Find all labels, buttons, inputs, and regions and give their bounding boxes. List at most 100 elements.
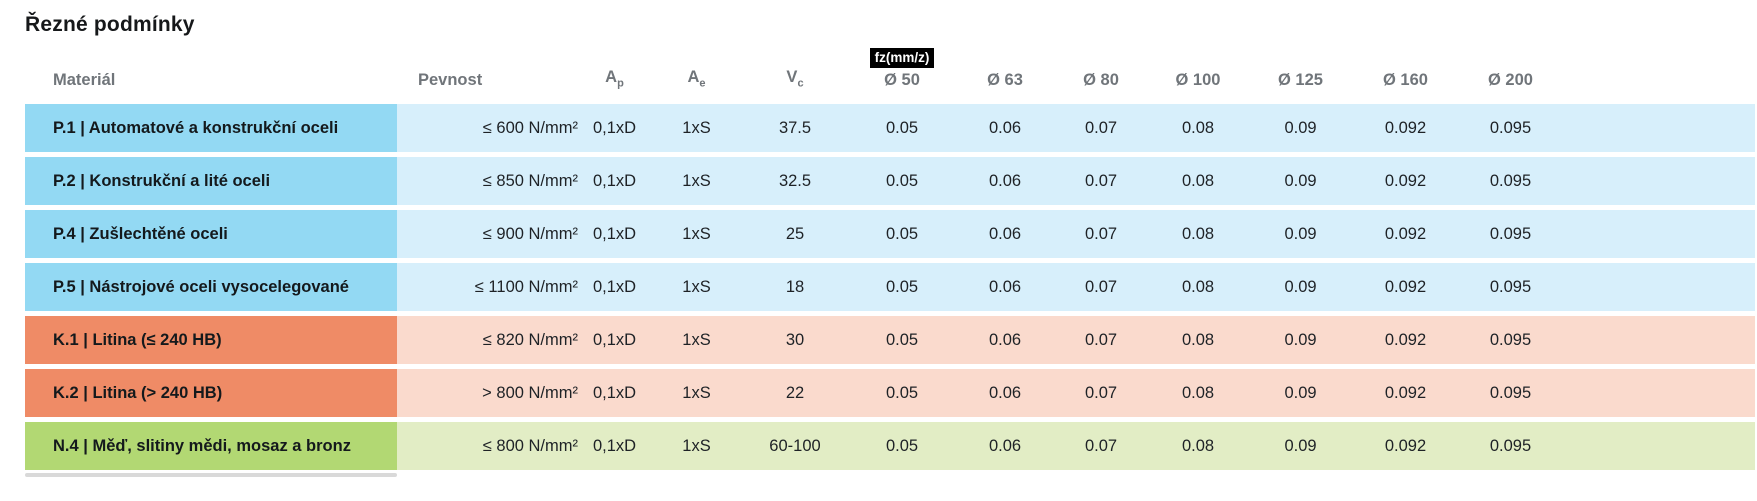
vc-subscript: c [797, 77, 804, 90]
fz-cell: 0.05 [848, 369, 956, 417]
fz-cell: 0.092 [1353, 210, 1458, 258]
fz-cell: 0.06 [956, 422, 1054, 470]
fz-cell: 0.095 [1458, 369, 1563, 417]
fz-cell: 0.05 [848, 104, 956, 152]
fz-cell: 0.07 [1054, 316, 1148, 364]
ap-cell: 0,1xD [578, 104, 651, 152]
ae-cell: 1xS [651, 369, 742, 417]
fz-cell: 0.08 [1148, 369, 1248, 417]
fz-cell: 0.07 [1054, 210, 1148, 258]
fz-cell: 0.08 [1148, 316, 1248, 364]
fz-cell: 0.095 [1458, 422, 1563, 470]
fz-cell: 0.092 [1353, 369, 1458, 417]
table-row: P.5 | Nástrojové oceli vysocelegované ≤ 1… [25, 263, 1755, 311]
ae-cell: 1xS [651, 422, 742, 470]
column-header-vc: Vc [742, 68, 848, 90]
ae-subscript: e [699, 77, 706, 90]
fz-cell: 0.08 [1148, 263, 1248, 311]
fz-cell: 0.092 [1353, 263, 1458, 311]
vc-cell: 18 [742, 263, 848, 311]
fz-cell: 0.08 [1148, 157, 1248, 205]
fz-cell: 0.095 [1458, 157, 1563, 205]
fz-cell: 0.07 [1054, 263, 1148, 311]
ae-cell: 1xS [651, 157, 742, 205]
fz-cell: 0.07 [1054, 157, 1148, 205]
fz-cell: 0.05 [848, 157, 956, 205]
material-cell: K.1 | Litina (≤ 240 HB) [25, 316, 397, 364]
fz-cell: 0.06 [956, 210, 1054, 258]
column-header-d100: Ø 100 [1175, 71, 1221, 90]
fz-cell: 0.09 [1248, 369, 1353, 417]
horizontal-scrollbar-thumb[interactable] [25, 473, 397, 477]
ap-cell: 0,1xD [578, 157, 651, 205]
vc-label: V [786, 68, 798, 87]
vc-cell: 60-100 [742, 422, 848, 470]
vc-cell: 37.5 [742, 104, 848, 152]
pevnost-cell: ≤ 600 N/mm² [397, 104, 578, 152]
table-header-row: Materiál Pevnost Ap Ae Vc fz(mm/z) Ø 50 … [25, 47, 1755, 99]
fz-cell: 0.06 [956, 369, 1054, 417]
table-row: N.4 | Měď, slitiny mědi, mosaz a bronz ≤ … [25, 422, 1755, 470]
row-filler [1563, 263, 1755, 311]
material-cell: K.2 | Litina (> 240 HB) [25, 369, 397, 417]
material-cell: P.4 | Zušlechtěné oceli [25, 210, 397, 258]
vc-cell: 22 [742, 369, 848, 417]
fz-cell: 0.06 [956, 263, 1054, 311]
fz-cell: 0.08 [1148, 210, 1248, 258]
ap-cell: 0,1xD [578, 369, 651, 417]
fz-cell: 0.07 [1054, 422, 1148, 470]
pevnost-cell: ≤ 900 N/mm² [397, 210, 578, 258]
table-body: P.1 | Automatové a konstrukční oceli ≤ 60… [25, 104, 1755, 470]
column-header-d80: Ø 80 [1083, 71, 1119, 90]
d50-label: Ø 50 [884, 71, 920, 90]
table-row: K.1 | Litina (≤ 240 HB) ≤ 820 N/mm² 0,1xD 1… [25, 316, 1755, 364]
fz-cell: 0.092 [1353, 104, 1458, 152]
fz-cell: 0.05 [848, 210, 956, 258]
row-filler [1563, 369, 1755, 417]
ap-cell: 0,1xD [578, 263, 651, 311]
fz-cell: 0.05 [848, 316, 956, 364]
table-row: P.1 | Automatové a konstrukční oceli ≤ 60… [25, 104, 1755, 152]
fz-cell: 0.07 [1054, 369, 1148, 417]
cutting-conditions-table: Materiál Pevnost Ap Ae Vc fz(mm/z) Ø 50 … [25, 47, 1755, 477]
fz-cell: 0.09 [1248, 316, 1353, 364]
material-cell: P.5 | Nástrojové oceli vysocelegované [25, 263, 397, 311]
fz-cell: 0.092 [1353, 422, 1458, 470]
row-filler [1563, 104, 1755, 152]
table-row: P.2 | Konstrukční a lité oceli ≤ 850 N/mm… [25, 157, 1755, 205]
fz-unit-badge: fz(mm/z) [869, 47, 935, 69]
table-row: P.4 | Zušlechtěné oceli ≤ 900 N/mm² 0,1xD 1… [25, 210, 1755, 258]
pevnost-cell: ≤ 850 N/mm² [397, 157, 578, 205]
column-header-d160: Ø 160 [1383, 71, 1428, 90]
column-header-d50: fz(mm/z) Ø 50 [848, 47, 956, 90]
ae-cell: 1xS [651, 104, 742, 152]
column-header-material: Materiál [53, 71, 116, 90]
fz-cell: 0.09 [1248, 263, 1353, 311]
page: Řezné podmínky Materiál Pevnost Ap Ae Vc… [25, 13, 1755, 477]
fz-cell: 0.095 [1458, 316, 1563, 364]
pevnost-cell: ≤ 1100 N/mm² [397, 263, 578, 311]
vc-cell: 25 [742, 210, 848, 258]
ap-label: A [605, 68, 618, 87]
fz-cell: 0.05 [848, 263, 956, 311]
fz-cell: 0.06 [956, 316, 1054, 364]
fz-cell: 0.092 [1353, 157, 1458, 205]
row-filler [1563, 316, 1755, 364]
row-filler [1563, 157, 1755, 205]
pevnost-cell: ≤ 800 N/mm² [397, 422, 578, 470]
fz-cell: 0.095 [1458, 210, 1563, 258]
fz-cell: 0.08 [1148, 422, 1248, 470]
fz-cell: 0.095 [1458, 263, 1563, 311]
column-header-pevnost: Pevnost [418, 71, 483, 90]
column-header-ae: Ae [651, 68, 742, 90]
fz-cell: 0.05 [848, 422, 956, 470]
fz-cell: 0.09 [1248, 104, 1353, 152]
column-header-d63: Ø 63 [987, 71, 1023, 90]
material-cell: P.2 | Konstrukční a lité oceli [25, 157, 397, 205]
table-row: K.2 | Litina (> 240 HB) > 800 N/mm² 0,1xD 1… [25, 369, 1755, 417]
ap-cell: 0,1xD [578, 316, 651, 364]
pevnost-cell: ≤ 820 N/mm² [397, 316, 578, 364]
fz-cell: 0.09 [1248, 422, 1353, 470]
fz-cell: 0.09 [1248, 210, 1353, 258]
fz-cell: 0.06 [956, 157, 1054, 205]
